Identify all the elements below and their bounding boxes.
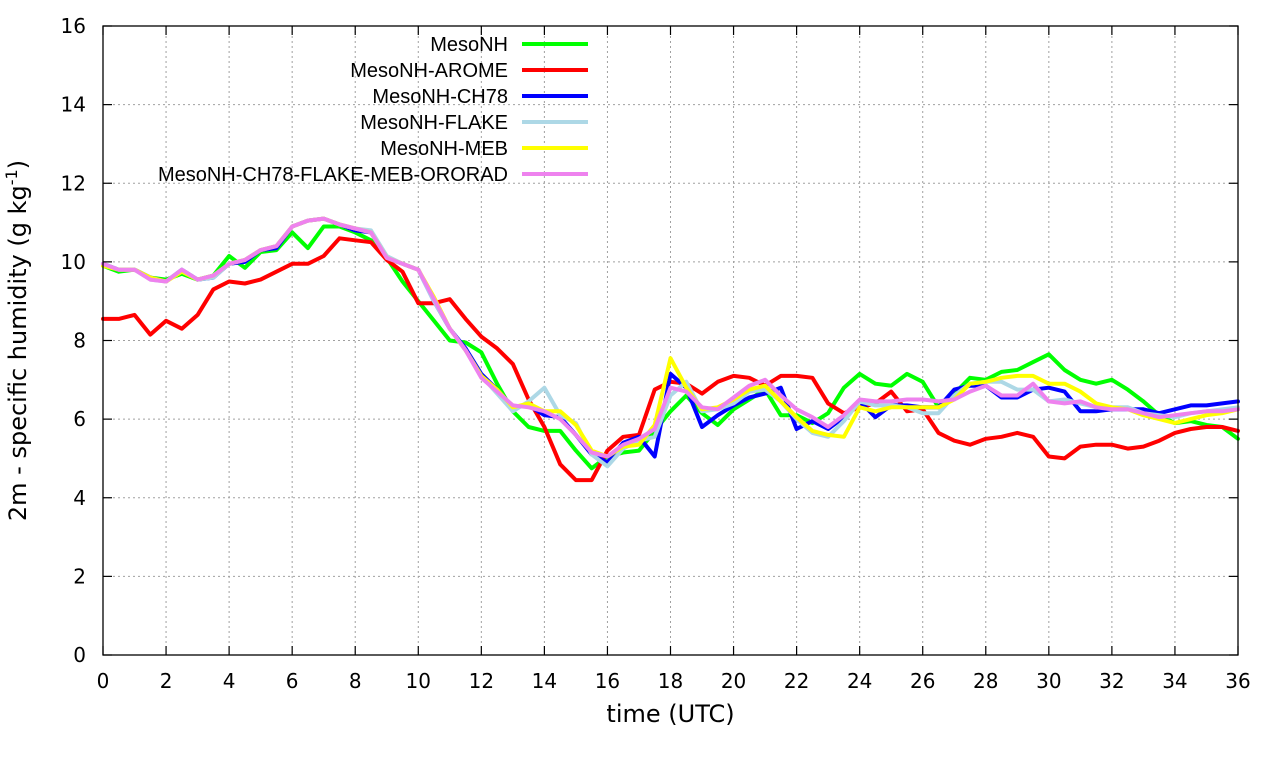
legend-label: MesoNH-CH78-FLAKE-MEB-ORORAD — [158, 164, 508, 186]
y-tick-label: 4 — [73, 486, 86, 510]
legend-label: MesoNH-AROME — [350, 60, 508, 82]
y-tick-label: 0 — [73, 643, 86, 667]
x-tick-label: 34 — [1162, 669, 1187, 693]
legend: MesoNH MesoNH-AROME MesoNH-CH78 MesoNH-FLAK… — [158, 34, 588, 186]
y-tick-label: 12 — [61, 171, 86, 195]
y-tick-label: 2 — [73, 564, 86, 588]
y-axis-title-main: 2m - specific humidity (g kg — [4, 185, 32, 521]
y-tick-label: 8 — [73, 329, 86, 353]
series-line — [101, 224, 1240, 471]
x-tick-label: 30 — [1036, 669, 1061, 693]
x-tick-label: 4 — [223, 669, 236, 693]
x-tick-label: 28 — [973, 669, 998, 693]
x-tick-label: 32 — [1099, 669, 1124, 693]
legend-label: MesoNH-FLAKE — [360, 112, 508, 134]
x-tick-label: 0 — [97, 669, 110, 693]
x-tick-label: 8 — [349, 669, 362, 693]
axis-ticks: 0 2 4 6 8 10 12 14 16 18 20 22 24 26 28 30 32 34 360246810… — [61, 14, 1251, 693]
series-layer — [101, 216, 1240, 483]
x-tick-label: 20 — [721, 669, 746, 693]
x-tick-label: 10 — [406, 669, 431, 693]
x-tick-label: 14 — [532, 669, 557, 693]
x-tick-label: 16 — [595, 669, 620, 693]
y-tick-label: 6 — [73, 407, 86, 431]
x-tick-label: 36 — [1225, 669, 1250, 693]
x-tick-label: 26 — [910, 669, 935, 693]
y-tick-label: 14 — [61, 93, 86, 117]
series-line — [101, 216, 1240, 459]
y-tick-label: 10 — [61, 250, 86, 274]
grid — [103, 26, 1238, 655]
x-tick-label: 6 — [286, 669, 299, 693]
x-tick-label: 18 — [658, 669, 683, 693]
y-tick-label: 16 — [61, 14, 86, 38]
y-axis-title: 2m - specific humidity (g kg-1) — [2, 160, 32, 521]
x-axis-title: time (UTC) — [606, 700, 734, 728]
x-tick-label: 12 — [469, 669, 494, 693]
x-tick-label: 2 — [160, 669, 173, 693]
y-axis-title-superscript: -1 — [2, 169, 21, 185]
legend-label: MesoNH-MEB — [380, 138, 508, 160]
y-axis-title-suffix: ) — [4, 160, 32, 169]
legend-label: MesoNH — [430, 34, 508, 56]
x-tick-label: 22 — [784, 669, 809, 693]
legend-label: MesoNH-CH78 — [372, 86, 508, 108]
x-tick-label: 24 — [847, 669, 872, 693]
